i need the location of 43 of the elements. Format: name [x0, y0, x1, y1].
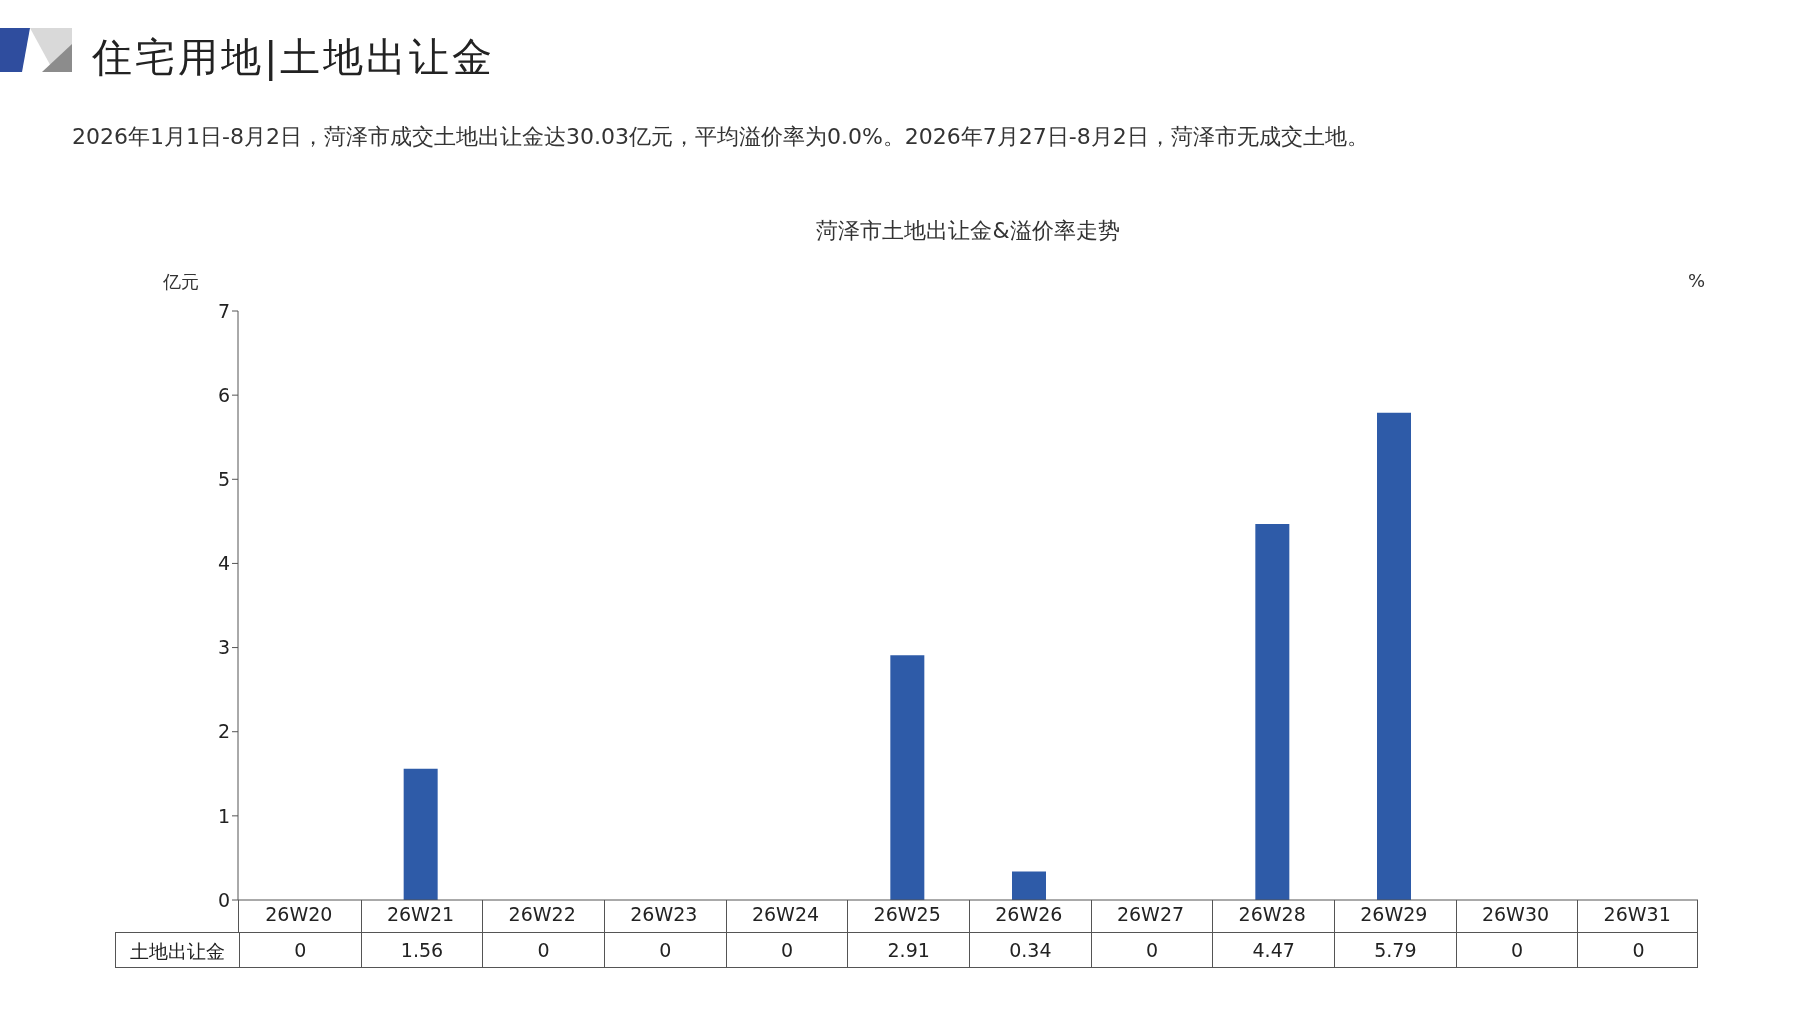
- data-label: 0.34: [969, 933, 1091, 967]
- x-tick-label: 26W29: [1360, 903, 1428, 926]
- data-label: 1.56: [360, 933, 483, 967]
- x-tick-label: 26W22: [508, 903, 576, 926]
- y-tick-label: 4: [217, 552, 230, 575]
- y-tick-label: 0: [217, 888, 230, 911]
- x-tick-label: 26W28: [1238, 903, 1306, 926]
- bar: [1377, 412, 1411, 900]
- y-tick-label: 2: [217, 720, 230, 743]
- x-tick-label: 26W21: [386, 903, 455, 926]
- x-tick-label: 26W25: [873, 903, 941, 926]
- text: 土地出让金: [129, 939, 226, 964]
- bar: [403, 768, 438, 900]
- x-tick-label: 26W27: [1116, 903, 1185, 926]
- x-tick-label: 26W31: [1603, 903, 1671, 926]
- y-tick-label: 1: [217, 804, 230, 827]
- y-tick-label: 3: [217, 636, 230, 659]
- data-label: 0: [239, 933, 361, 967]
- data-label: 2.91: [847, 933, 969, 967]
- y2-axis-title: %: [1688, 270, 1706, 291]
- y-tick-label: 5: [217, 468, 230, 491]
- y-tick-label: 6: [217, 383, 230, 406]
- data-label: 0: [1577, 933, 1699, 967]
- x-tick-label: 26W24: [751, 903, 820, 926]
- data-label: 4.47: [1212, 933, 1334, 967]
- x-tick-label: 26W30: [1481, 903, 1550, 926]
- data-label: 0: [1090, 933, 1213, 967]
- x-tick-label: 26W23: [630, 903, 698, 926]
- data-label: 0: [604, 933, 726, 967]
- text: 菏泽市土地出让金&溢价率走势: [815, 217, 1121, 245]
- y-tick-label: 7: [217, 299, 230, 322]
- bar: [1255, 523, 1290, 900]
- data-label: 0: [482, 933, 604, 967]
- x-tick-label: 26W26: [995, 903, 1063, 926]
- bar: [1012, 871, 1046, 900]
- x-tick-label: 26W20: [265, 903, 333, 926]
- data-label: 5.79: [1334, 933, 1456, 967]
- data-label: 0: [1455, 933, 1578, 967]
- chart-subtitle: 2026年1月1日-8月2日，菏泽市成交土地出让金达30.03亿元，平均溢价率为0.0%。2026年7月27日-8月2日，菏泽市无成交土地。: [72, 123, 1369, 151]
- data-label: 0: [725, 933, 848, 967]
- y-axis-title: 亿元: [163, 270, 199, 294]
- chart-title: 住宅用地|土地出让金: [92, 33, 496, 83]
- bar: [890, 655, 925, 900]
